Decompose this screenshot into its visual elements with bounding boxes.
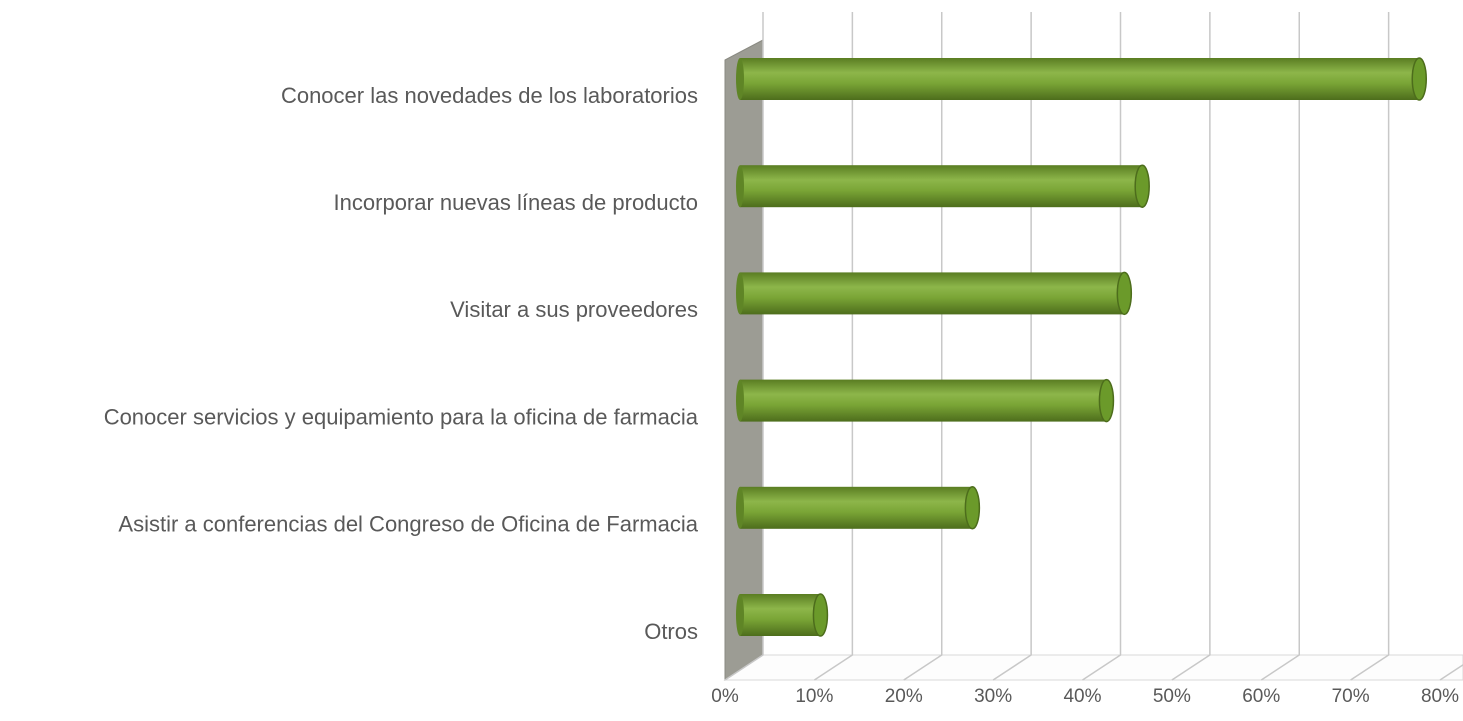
- bar-body: [740, 165, 1143, 208]
- bar-body: [740, 272, 1125, 315]
- x-tick-label: 40%: [1063, 686, 1101, 707]
- grid-line: [1260, 12, 1300, 681]
- bar-start: [736, 272, 744, 315]
- bar-cap: [812, 593, 829, 637]
- bar-body: [740, 486, 973, 529]
- bar-start: [736, 594, 744, 636]
- bar: [736, 164, 1150, 208]
- y-tick-label: Incorporar nuevas líneas de producto: [334, 190, 698, 215]
- bar: [736, 57, 1427, 101]
- bar-start: [736, 379, 744, 422]
- x-tick-label: 0%: [711, 686, 739, 707]
- bar-cap: [964, 486, 981, 530]
- bar-cap: [1098, 378, 1115, 423]
- grid-line: [1171, 12, 1211, 681]
- grid-line: [1350, 12, 1390, 681]
- y-tick-label: Conocer las novedades de los laboratorio…: [281, 83, 698, 108]
- grid-line: [1439, 663, 1463, 681]
- grid-line: [724, 12, 764, 681]
- grid-line: [992, 12, 1032, 681]
- y-tick-label: Conocer servicios y equipamiento para la…: [104, 404, 699, 429]
- bar-body: [740, 594, 821, 636]
- grid-line: [903, 12, 943, 681]
- bar-body: [740, 379, 1107, 422]
- grid-line: [1082, 12, 1122, 681]
- bar: [736, 593, 829, 637]
- bar-start: [736, 165, 744, 208]
- bar-body: [740, 58, 1420, 100]
- bar-start: [736, 486, 744, 529]
- x-tick-label: 70%: [1332, 686, 1370, 707]
- grid-line: [813, 12, 854, 681]
- bar: [736, 486, 981, 530]
- y-tick-label: Asistir a conferencias del Congreso de O…: [118, 512, 698, 537]
- floor: [723, 654, 1463, 681]
- bar-cap: [1411, 57, 1427, 101]
- x-tick-label: 30%: [974, 686, 1012, 707]
- y-tick-label: Visitar a sus proveedores: [450, 297, 698, 322]
- x-tick-label: 80%: [1421, 686, 1459, 707]
- bar: [736, 271, 1133, 316]
- x-tick-label: 50%: [1153, 686, 1191, 707]
- bar-start: [736, 58, 744, 100]
- x-tick-label: 10%: [795, 686, 833, 707]
- bar-cap: [1134, 164, 1150, 208]
- bar-cap: [1116, 271, 1133, 316]
- y-tick-label: Otros: [644, 619, 698, 644]
- bar: [736, 378, 1115, 423]
- x-tick-label: 60%: [1242, 686, 1280, 707]
- side-wall: [724, 39, 764, 681]
- x-tick-label: 20%: [885, 686, 923, 707]
